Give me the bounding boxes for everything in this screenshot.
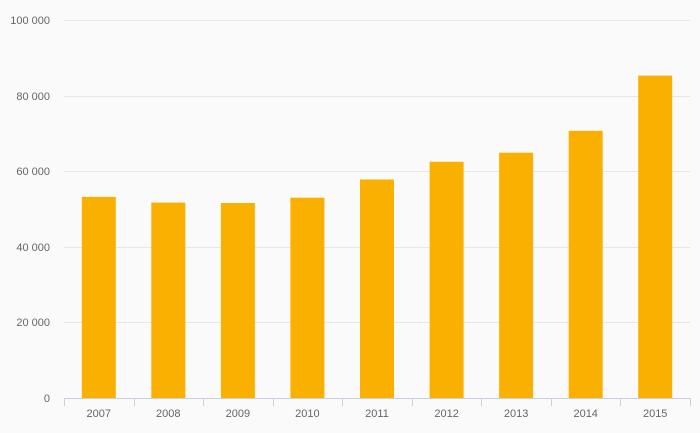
y-tick-label: 0 — [44, 393, 50, 405]
y-tick-label: 20 000 — [16, 317, 50, 329]
x-tick-label: 2007 — [87, 408, 111, 420]
bar-layer — [81, 75, 673, 399]
x-axis-labels: 2007 2008 2009 2010 2011 2012 2013 2014 2015 — [87, 408, 668, 420]
x-tick-label: 2012 — [434, 408, 458, 420]
bar-2010[interactable] — [290, 197, 325, 398]
x-tick-label: 2013 — [504, 408, 528, 420]
bar-2015[interactable] — [638, 75, 673, 398]
bar-2011[interactable] — [360, 179, 394, 399]
bar-2009[interactable] — [220, 203, 255, 398]
x-tick-label: 2011 — [365, 408, 389, 420]
bar-2014[interactable] — [568, 130, 603, 399]
x-tick-label: 2015 — [643, 408, 667, 420]
y-tick-label: 40 000 — [16, 242, 50, 254]
x-tick-label: 2010 — [295, 408, 319, 420]
x-tick-label: 2014 — [573, 408, 597, 420]
bar-2008[interactable] — [151, 202, 186, 398]
bar-2013[interactable] — [499, 152, 534, 398]
bar-2012[interactable] — [429, 161, 464, 399]
x-axis — [64, 398, 691, 406]
y-tick-label: 100 000 — [10, 15, 50, 27]
bar-2007[interactable] — [81, 196, 116, 398]
y-tick-label: 80 000 — [16, 91, 50, 103]
y-tick-label: 60 000 — [16, 166, 50, 178]
x-tick-label: 2009 — [226, 408, 250, 420]
y-axis-labels: 0 20 000 40 000 60 000 80 000 100 000 — [10, 15, 50, 405]
x-tick-label: 2008 — [156, 408, 180, 420]
